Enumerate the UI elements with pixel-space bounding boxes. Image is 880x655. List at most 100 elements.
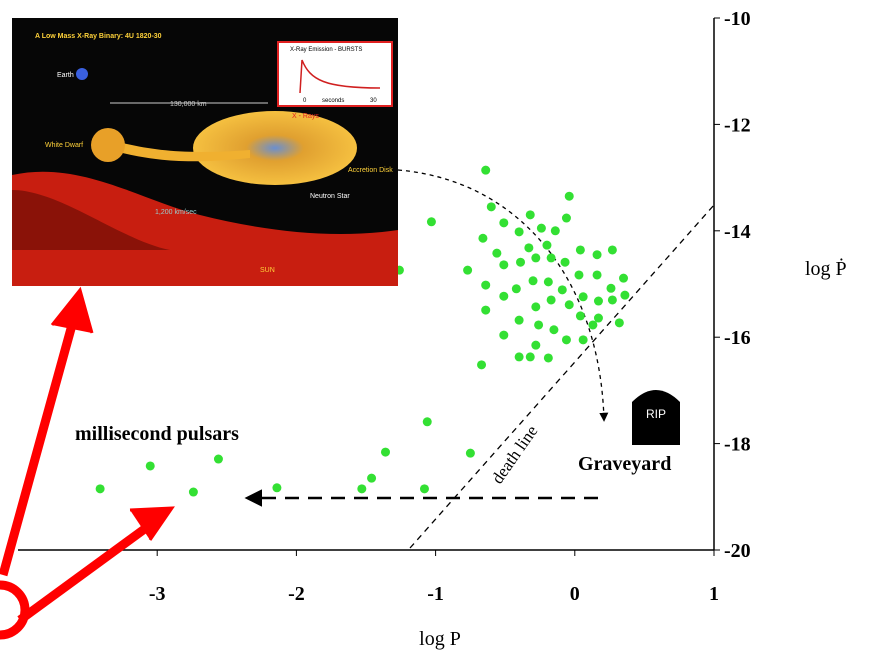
pointer-head xyxy=(52,290,92,333)
point xyxy=(272,483,281,492)
point xyxy=(620,291,629,300)
point xyxy=(579,335,588,344)
point xyxy=(565,192,574,201)
x-tick-label: 0 xyxy=(570,583,580,605)
point xyxy=(515,227,524,236)
point xyxy=(608,245,617,254)
point xyxy=(531,302,540,311)
y-tick-label: -12 xyxy=(724,114,751,136)
point xyxy=(499,218,508,227)
inset-text: Accretion Disk xyxy=(348,167,393,174)
point xyxy=(516,258,525,267)
point xyxy=(537,224,546,233)
annotation: death line xyxy=(488,422,542,487)
x-tick-label: -3 xyxy=(149,583,166,605)
point xyxy=(381,448,390,457)
point xyxy=(214,455,223,464)
point xyxy=(576,311,585,320)
inset-text: White Dwarf xyxy=(45,142,83,149)
point xyxy=(549,325,558,334)
point xyxy=(544,277,553,286)
point xyxy=(542,241,551,250)
point xyxy=(420,484,429,493)
inset-text: 30 xyxy=(370,98,377,104)
point xyxy=(515,352,524,361)
point xyxy=(588,320,597,329)
inset-text: 130,000 km xyxy=(170,101,207,108)
inset-text: X-Ray Emission - BURSTS xyxy=(290,47,362,53)
inset-title: A Low Mass X-Ray Binary: 4U 1820-30 xyxy=(35,33,162,40)
point xyxy=(499,292,508,301)
point xyxy=(526,352,535,361)
point xyxy=(606,284,615,293)
x-tick-label: 1 xyxy=(709,583,719,605)
point xyxy=(531,253,540,262)
y-tick-label: -14 xyxy=(724,221,751,243)
point xyxy=(499,260,508,269)
point xyxy=(551,226,560,235)
point xyxy=(512,284,521,293)
y-tick-label: -18 xyxy=(724,434,751,456)
chart: log P log Ṗ millisecond pulsars death li… xyxy=(0,0,880,655)
point xyxy=(562,335,571,344)
point xyxy=(594,297,603,306)
pointers xyxy=(0,290,172,635)
point xyxy=(492,249,501,258)
y-tick-label: -10 xyxy=(724,8,751,30)
point xyxy=(547,253,556,262)
point xyxy=(619,274,628,283)
pointer xyxy=(20,525,150,620)
point xyxy=(562,214,571,223)
point xyxy=(579,292,588,301)
point xyxy=(515,316,524,325)
point xyxy=(423,417,432,426)
annotation: millisecond pulsars xyxy=(75,423,239,445)
point xyxy=(593,250,602,259)
point xyxy=(526,210,535,219)
point xyxy=(466,449,475,458)
x-axis-label: log P xyxy=(419,628,461,650)
pointer xyxy=(3,325,72,575)
inset-text: X - Rays xyxy=(292,113,319,120)
point xyxy=(544,353,553,362)
point xyxy=(547,295,556,304)
inset-text: Earth xyxy=(57,72,74,79)
point xyxy=(524,243,533,252)
point xyxy=(534,320,543,329)
annotation: RIP xyxy=(646,407,666,421)
point xyxy=(189,488,198,497)
inset-text: Neutron Star xyxy=(310,193,350,200)
point xyxy=(593,270,602,279)
point xyxy=(357,484,366,493)
point xyxy=(481,281,490,290)
point xyxy=(487,202,496,211)
accretion-disk xyxy=(193,111,357,185)
highlight-circle xyxy=(0,585,25,635)
point xyxy=(529,276,538,285)
inset-text: SUN xyxy=(260,267,275,274)
inset-text: seconds xyxy=(322,98,344,104)
point xyxy=(565,300,574,309)
point xyxy=(477,360,486,369)
point xyxy=(574,270,583,279)
point xyxy=(608,295,617,304)
point xyxy=(478,234,487,243)
point xyxy=(531,341,540,350)
inset-image: A Low Mass X-Ray Binary: 4U 1820-30 X-Ra… xyxy=(12,18,398,286)
point xyxy=(463,266,472,275)
annotation: Graveyard xyxy=(578,453,671,475)
point xyxy=(558,285,567,294)
x-tick-label: -2 xyxy=(288,583,305,605)
point xyxy=(481,166,490,175)
point xyxy=(561,258,570,267)
y-tick-label: -20 xyxy=(724,540,751,562)
x-tick-label: -1 xyxy=(427,583,444,605)
point xyxy=(96,484,105,493)
point xyxy=(146,461,155,470)
y-tick-label: -16 xyxy=(724,327,751,349)
point xyxy=(576,245,585,254)
y-axis-label: log Ṗ xyxy=(805,257,847,280)
point xyxy=(481,306,490,315)
death-line xyxy=(410,205,714,548)
point xyxy=(615,318,624,327)
